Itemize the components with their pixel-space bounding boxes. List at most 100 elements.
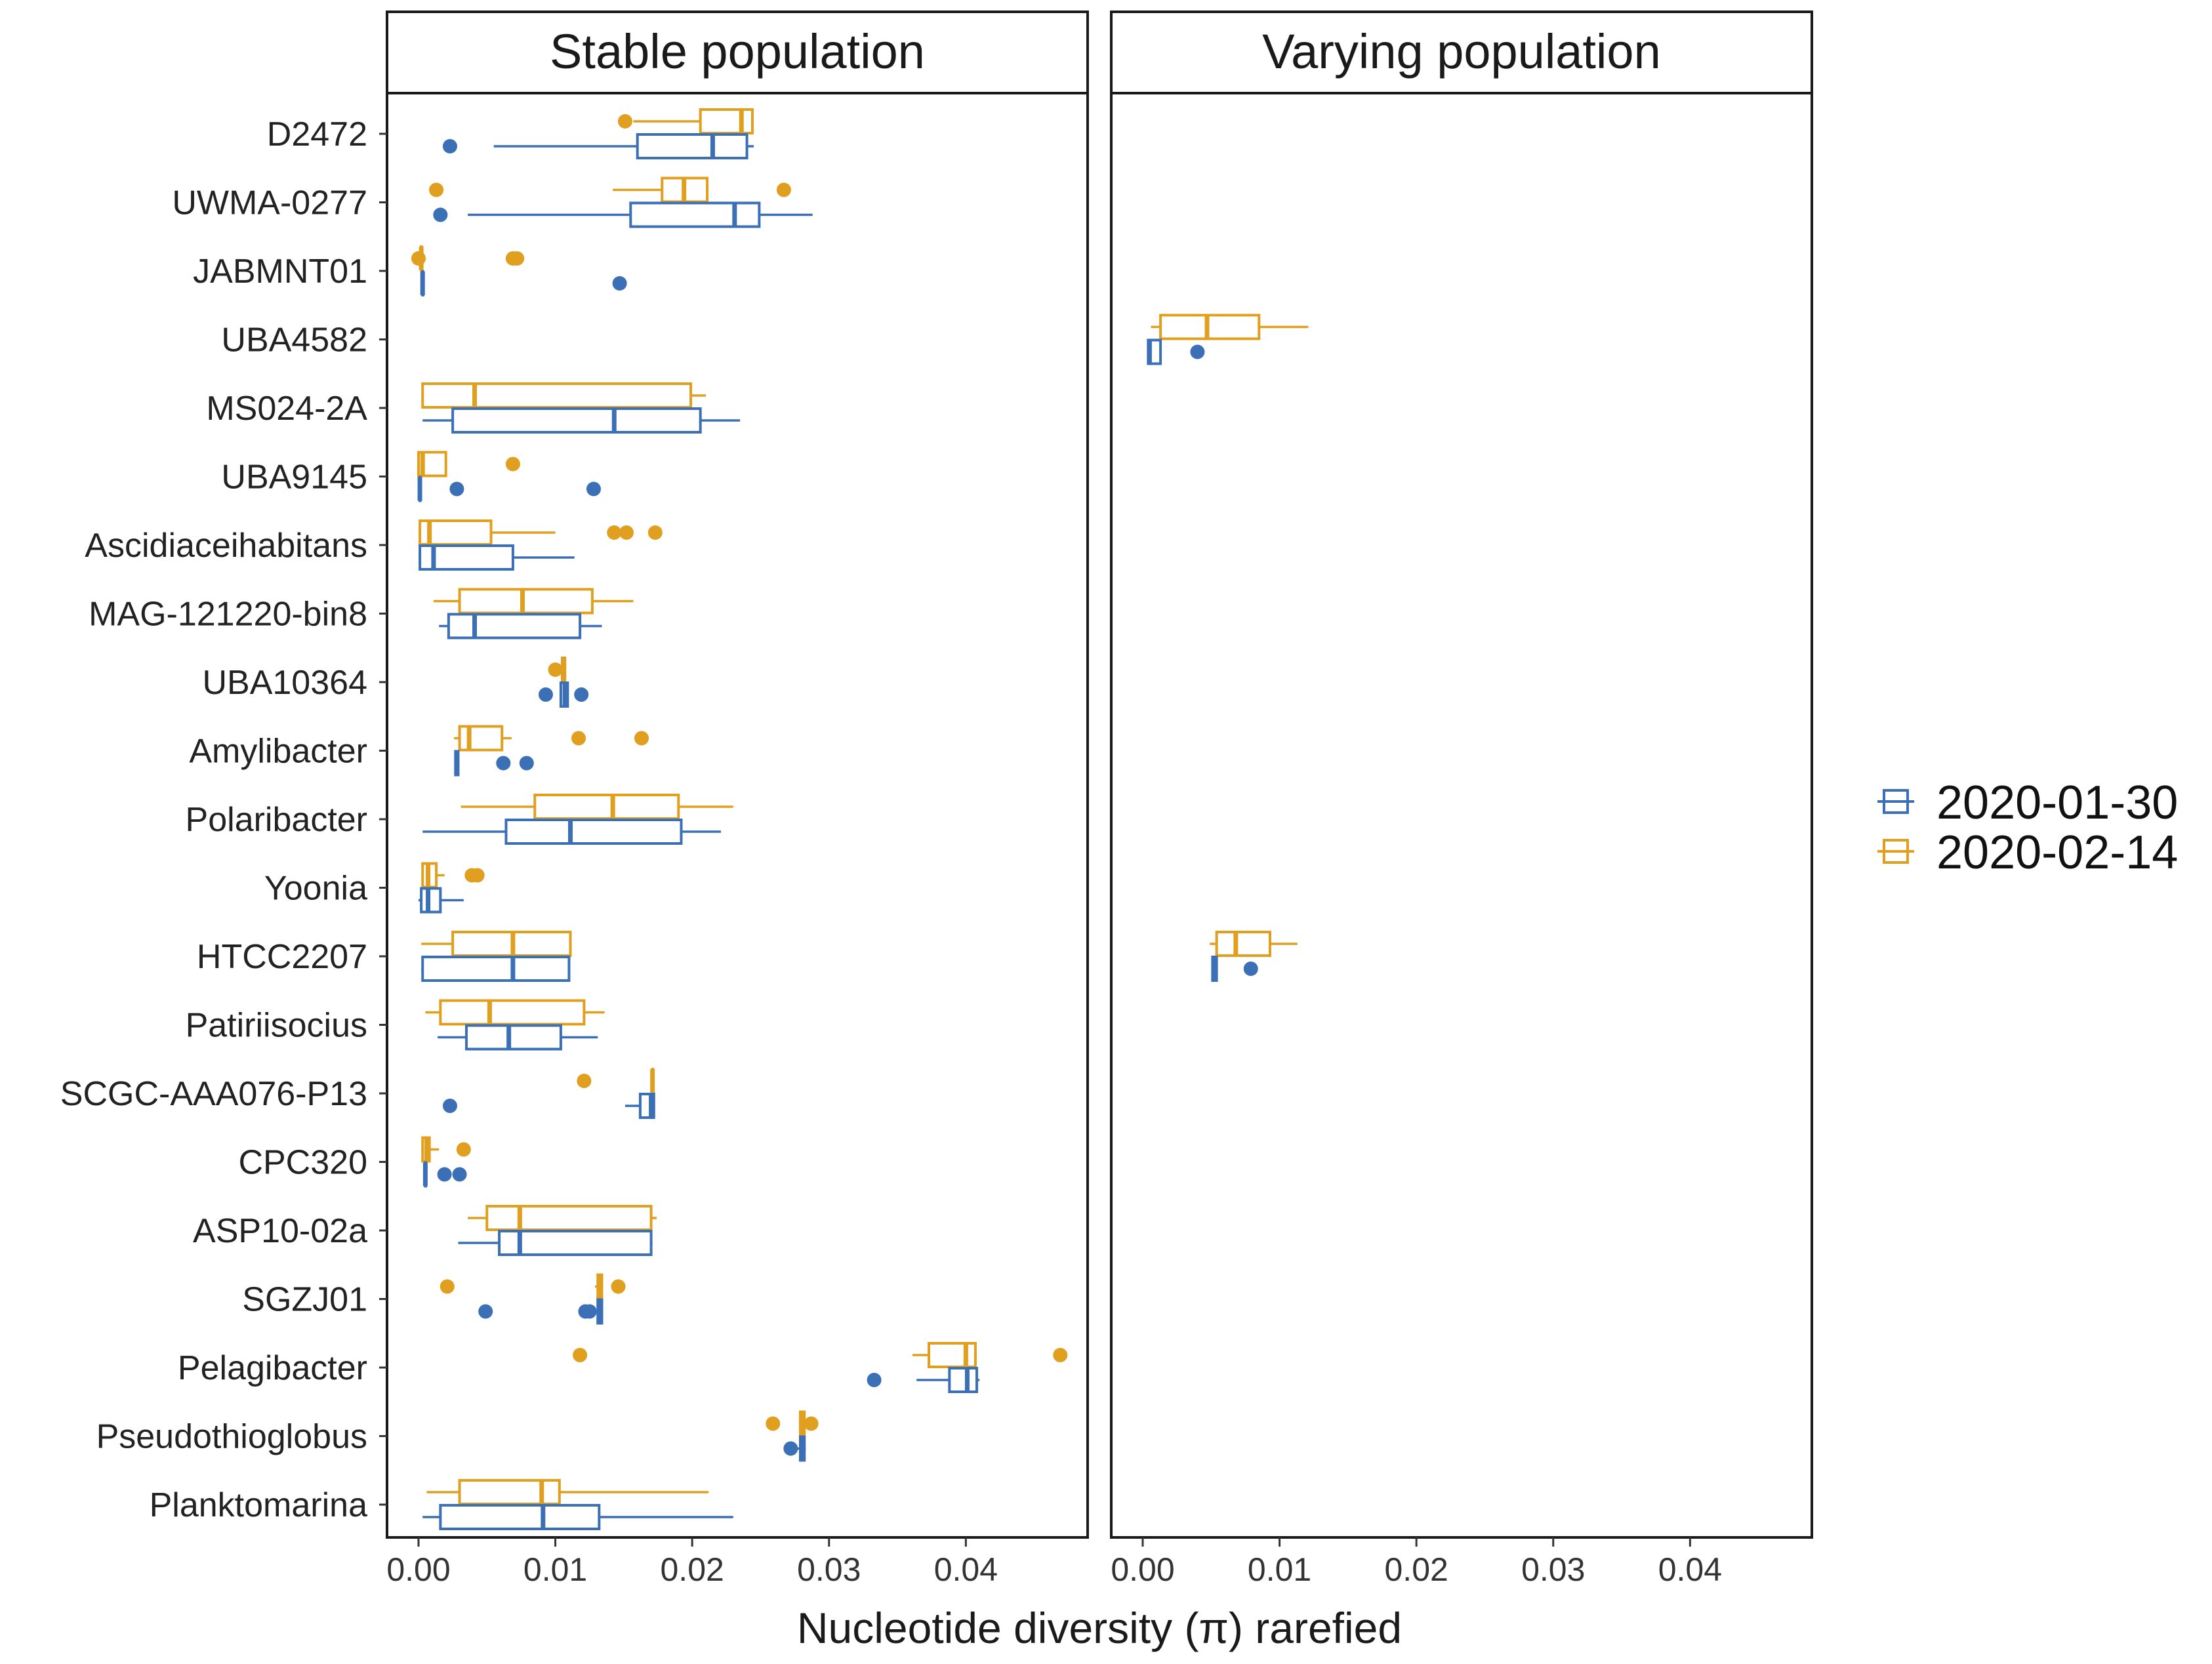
- iqr-box: [629, 201, 761, 228]
- x-tick-label: 0.00: [1111, 1551, 1174, 1588]
- iqr-box: [948, 1367, 979, 1393]
- iqr-box: [451, 407, 702, 434]
- box-Planktomarina-2020-02-14: [426, 1479, 709, 1505]
- legend-key: [1877, 789, 1914, 814]
- iqr-box: [458, 1479, 561, 1505]
- iqr-box: [421, 956, 571, 982]
- category-label: MAG-121220-bin8: [89, 596, 367, 634]
- box-D2472-2020-02-14: [617, 108, 754, 134]
- iqr-box: [421, 382, 693, 409]
- box-Yoonia-2020-02-14: [421, 862, 485, 889]
- box-Amylibacter-2020-02-14: [454, 725, 649, 752]
- iqr-box: [439, 999, 586, 1026]
- outlier-point: [440, 1279, 455, 1294]
- box-MS024-2A-2020-01-30: [422, 407, 741, 434]
- outlier-point: [577, 1074, 592, 1088]
- box-SGZJ01-2020-01-30: [478, 1298, 604, 1325]
- box-ASP10-02a-2020-01-30: [458, 1230, 653, 1256]
- panel-title-stable: Stable population: [550, 24, 925, 79]
- box-Pelagibacter-2020-02-14: [573, 1342, 1068, 1368]
- x-axis-ticks: 0.00 0.01 0.02 0.03 0.04 0.00 0.01 0.02 0.03 0.04: [386, 1537, 1722, 1588]
- x-tick-label: 0.02: [1385, 1551, 1448, 1588]
- category-label: Yoonia: [264, 870, 367, 908]
- category-label: ASP10-02a: [193, 1212, 367, 1250]
- x-tick-label: 0.04: [1658, 1551, 1722, 1588]
- outlier-point: [449, 481, 464, 497]
- outlier-point: [437, 1167, 452, 1182]
- outlier-point: [510, 251, 525, 266]
- outlier-point: [776, 182, 791, 197]
- panel-title-varying: Varying population: [1262, 24, 1661, 79]
- box-HTCC2207-2020-02-14: [421, 931, 572, 957]
- panel-frame-varying: [1110, 92, 1813, 1539]
- category-label: Pseudothioglobus: [96, 1418, 367, 1456]
- outlier-point: [611, 1279, 626, 1294]
- outlier-point: [442, 139, 457, 153]
- box-marks: [411, 108, 1309, 1530]
- category-label: MS024-2A: [206, 390, 367, 428]
- outlier-point: [1053, 1348, 1068, 1362]
- iqr-box: [464, 1024, 562, 1051]
- category-label: UBA10364: [202, 664, 367, 702]
- box-MS024-2A-2020-02-14: [421, 382, 707, 409]
- box-Pelagibacter-2020-01-30: [867, 1367, 980, 1393]
- panel-strip-varying: [1110, 10, 1813, 94]
- outlier-point: [586, 481, 601, 497]
- box-HTCC2207-2020-01-30: [421, 956, 571, 982]
- box-Polaribacter-2020-01-30: [422, 819, 721, 845]
- iqr-box: [498, 1230, 653, 1256]
- iqr-box: [447, 613, 582, 639]
- box-UBA10364-2020-01-30: [538, 681, 589, 708]
- outlier-point: [1243, 962, 1258, 976]
- iqr-box: [928, 1342, 977, 1368]
- legend-key: [1877, 839, 1914, 864]
- outlier-point: [1190, 344, 1205, 359]
- outlier-point: [634, 731, 649, 746]
- box-UWMA-0277-2020-01-30: [433, 201, 813, 228]
- iqr-box: [458, 588, 594, 615]
- outlier-point: [573, 1348, 588, 1362]
- outlier-point: [571, 731, 586, 746]
- outlier-point: [548, 662, 563, 677]
- box-CPC320-2020-01-30: [422, 1161, 467, 1188]
- box-ASP10-02a-2020-02-14: [468, 1205, 657, 1231]
- x-tick-label: 0.03: [797, 1551, 861, 1588]
- box-HTCC2207-2020-02-14: [1210, 931, 1298, 957]
- box-UBA9145-2020-02-14: [417, 451, 520, 477]
- category-label: SGZJ01: [242, 1281, 367, 1319]
- box-Pseudothioglobus-2020-01-30: [783, 1435, 806, 1462]
- category-label: Patiriisocius: [186, 1007, 367, 1045]
- iqr-box: [485, 1205, 653, 1231]
- outlier-point: [470, 868, 485, 883]
- outlier-point: [574, 687, 589, 702]
- category-label: Amylibacter: [189, 733, 367, 771]
- outlier-point: [478, 1304, 493, 1319]
- outlier-point: [867, 1373, 882, 1387]
- category-label: UBA9145: [221, 458, 367, 497]
- outlier-point: [804, 1416, 819, 1431]
- category-label: HTCC2207: [197, 938, 367, 976]
- box-JABMNT01-2020-01-30: [420, 270, 627, 296]
- category-axis: D2472 UWMA-0277 JABMNT01 UBA4582 MS024-2A UBA…: [60, 115, 387, 1524]
- category-label: Ascidiaceihabitans: [85, 527, 367, 565]
- box-Ascidiaceihabitans-2020-02-14: [418, 519, 663, 546]
- box-Amylibacter-2020-01-30: [454, 750, 534, 777]
- outlier-point: [456, 1142, 471, 1157]
- box-UWMA-0277-2020-02-14: [429, 176, 791, 203]
- outlier-point: [429, 182, 444, 197]
- category-label: Polaribacter: [186, 801, 367, 839]
- box-Yoonia-2020-01-30: [418, 887, 464, 914]
- panel-frame-stable: [386, 92, 1089, 1539]
- box-HTCC2207-2020-01-30: [1211, 956, 1258, 982]
- outlier-point: [619, 525, 634, 540]
- outlier-point: [612, 276, 627, 291]
- outlier-point: [538, 687, 553, 702]
- outlier-point: [617, 114, 632, 129]
- outlier-point: [519, 756, 534, 771]
- box-UBA4582-2020-01-30: [1147, 338, 1205, 365]
- category-label: UBA4582: [221, 321, 367, 359]
- panel-strip-stable: [386, 10, 1089, 94]
- outlier-point: [411, 251, 426, 266]
